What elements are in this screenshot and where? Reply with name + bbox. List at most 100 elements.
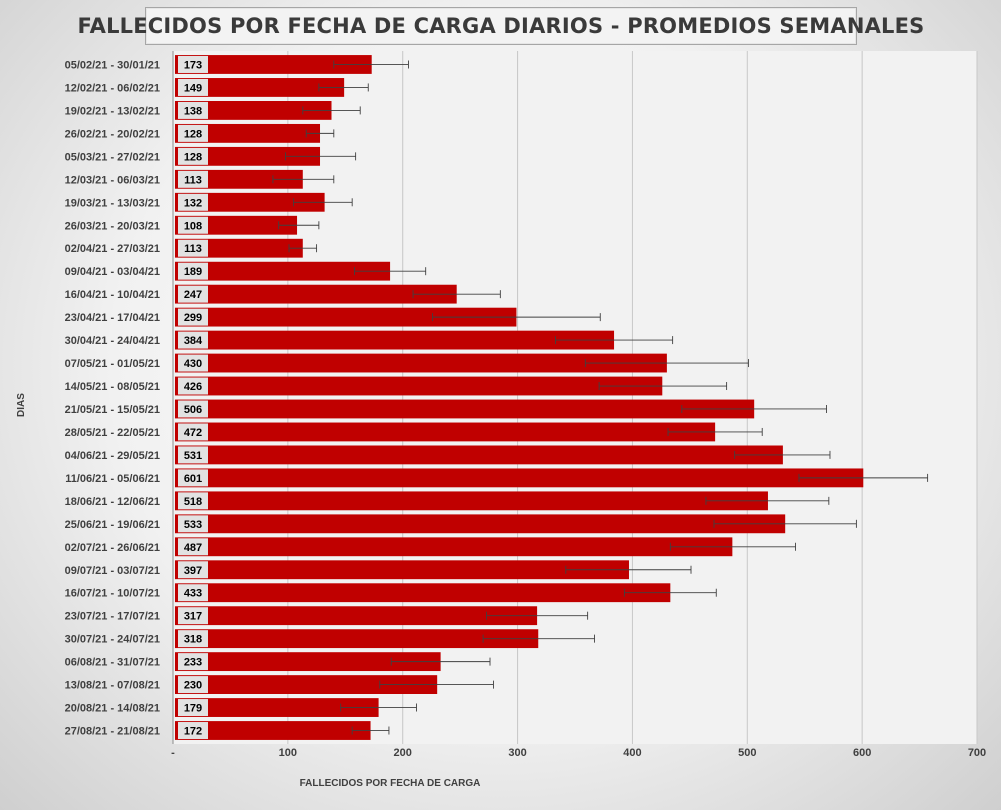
x-tick-label-6: 600 [853,747,871,759]
data-label-box-13 [178,354,208,372]
data-label-6: 132 [184,197,202,209]
bar-29 [175,721,371,740]
category-label-11: 23/04/21 - 17/04/21 [65,312,160,324]
data-label-0: 173 [184,59,202,71]
data-label-15: 506 [184,404,202,416]
category-label-12: 30/04/21 - 24/04/21 [65,335,160,347]
bar-21 [175,537,733,557]
data-label-2: 138 [184,105,202,117]
data-label-box-24 [178,607,208,625]
x-tick-label-2: 200 [394,747,412,759]
bar-9 [175,261,391,281]
category-label-2: 19/02/21 - 13/02/21 [65,105,160,117]
data-label-box-9 [178,262,208,280]
category-label-29: 27/08/21 - 21/08/21 [65,726,160,738]
data-label-23: 433 [184,588,202,600]
x-tick-label-0: - [171,747,175,759]
data-label-box-0 [178,55,208,73]
category-label-4: 05/03/21 - 27/02/21 [65,151,160,163]
y-axis-title: DIAS [16,393,27,417]
category-label-28: 20/08/21 - 14/08/21 [65,703,160,715]
data-label-5: 113 [184,174,202,186]
data-label-7: 108 [184,220,202,232]
category-label-5: 12/03/21 - 06/03/21 [65,174,160,186]
data-label-box-26 [178,653,208,671]
bar-28 [175,698,379,717]
bar-16 [175,422,716,442]
category-label-19: 18/06/21 - 12/06/21 [65,496,160,508]
data-label-box-15 [178,400,208,418]
bar-15 [175,399,755,419]
category-label-25: 30/07/21 - 24/07/21 [65,634,160,646]
data-label-8: 113 [184,243,202,255]
data-label-28: 179 [184,703,202,715]
data-label-box-6 [178,193,208,211]
bar-2 [175,101,332,120]
data-label-box-25 [178,630,208,648]
category-label-10: 16/04/21 - 10/04/21 [65,289,160,301]
plot-area [173,51,977,744]
data-label-9: 189 [184,266,202,278]
bar-27 [175,675,438,694]
data-label-16: 472 [184,427,202,439]
data-label-19: 518 [184,496,202,508]
data-label-box-18 [178,469,208,487]
x-tick-label-4: 400 [623,747,641,759]
bar-4 [175,146,321,166]
data-label-11: 299 [184,312,202,324]
bar-22 [175,560,629,580]
data-label-box-11 [178,308,208,326]
data-label-3: 128 [184,128,202,140]
data-label-box-28 [178,699,208,717]
bar-12 [175,330,615,350]
data-label-box-23 [178,584,208,602]
bar-25 [175,629,539,649]
data-label-box-21 [178,538,208,556]
category-label-1: 12/02/21 - 06/02/21 [65,82,160,94]
bar-26 [175,652,441,672]
data-label-25: 318 [184,634,202,646]
x-tick-label-1: 100 [279,747,297,759]
category-label-13: 07/05/21 - 01/05/21 [65,358,160,370]
bar-6 [175,192,325,212]
bar-24 [175,606,538,626]
data-label-box-7 [178,216,208,234]
category-label-14: 14/05/21 - 08/05/21 [65,381,160,393]
data-label-box-29 [178,722,208,740]
category-label-24: 23/07/21 - 17/07/21 [65,611,160,623]
data-label-box-27 [178,676,208,694]
bar-14 [175,376,663,396]
data-label-24: 317 [184,611,202,623]
bar-13 [175,353,667,373]
chart-title-box: FALLECIDOS POR FECHA DE CARGA DIARIOS - … [78,7,924,45]
data-label-box-19 [178,492,208,510]
data-label-26: 233 [184,657,202,669]
data-label-27: 230 [184,680,202,692]
data-label-box-10 [178,285,208,303]
bar-1 [175,78,345,97]
data-label-12: 384 [184,335,203,347]
category-label-20: 25/06/21 - 19/06/21 [65,519,160,531]
chart-title: FALLECIDOS POR FECHA DE CARGA DIARIOS - … [77,14,925,38]
category-label-0: 05/02/21 - 30/01/21 [65,59,160,71]
data-label-20: 533 [184,519,202,531]
category-label-7: 26/03/21 - 20/03/21 [65,220,160,232]
bar-19 [175,491,768,511]
category-label-3: 26/02/21 - 20/02/21 [65,128,160,140]
category-label-18: 11/06/21 - 05/06/21 [65,473,160,485]
category-label-6: 19/03/21 - 13/03/21 [65,197,160,209]
bar-3 [175,123,321,143]
bar-18 [175,468,864,488]
data-label-box-5 [178,170,208,188]
data-label-10: 247 [184,289,202,301]
bar-23 [175,583,671,603]
data-label-box-2 [178,101,208,119]
data-label-14: 426 [184,381,202,393]
data-label-box-4 [178,147,208,165]
category-label-27: 13/08/21 - 07/08/21 [65,680,160,692]
category-label-23: 16/07/21 - 10/07/21 [65,588,160,600]
data-label-box-17 [178,446,208,464]
bar-10 [175,284,457,304]
data-label-box-16 [178,423,208,441]
bar-0 [175,55,372,74]
